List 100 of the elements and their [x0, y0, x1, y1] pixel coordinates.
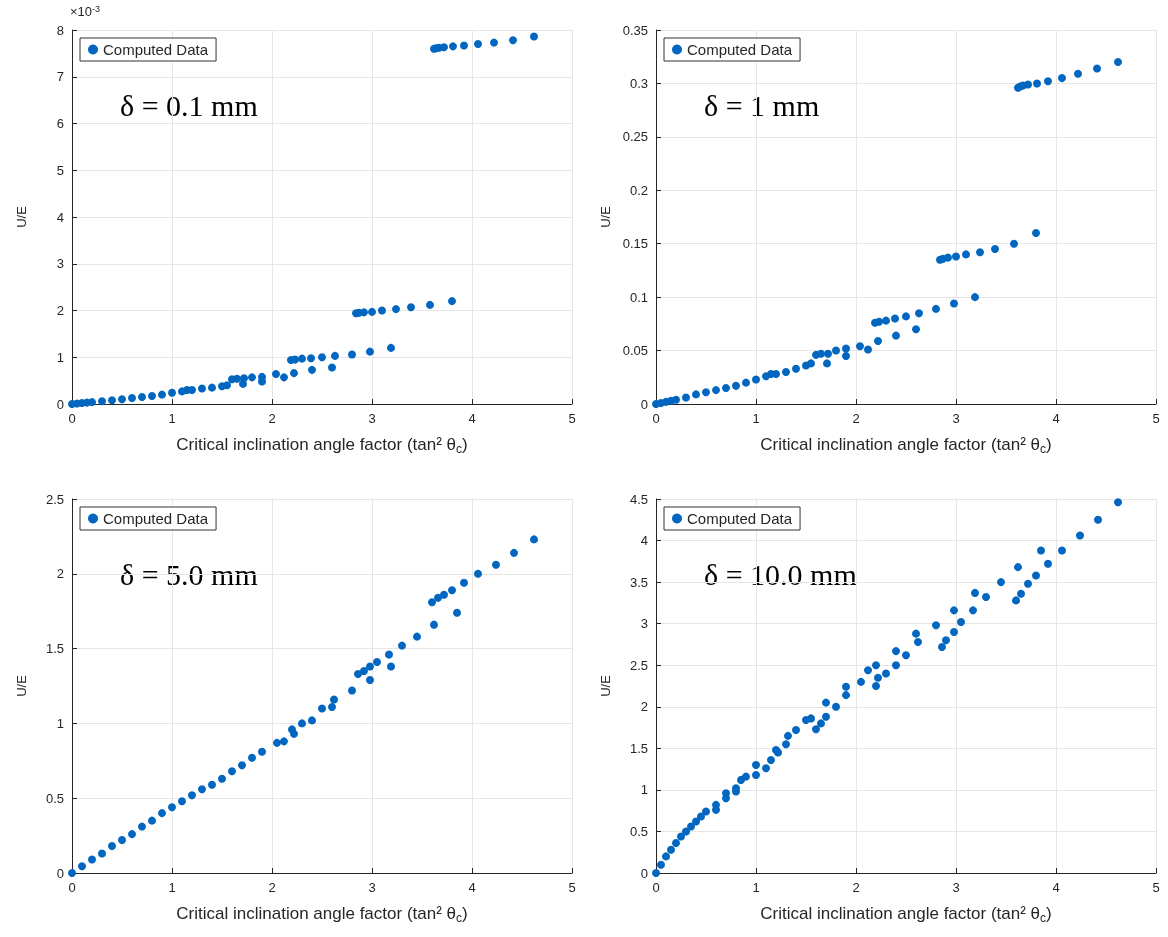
point: [824, 349, 832, 358]
point: [530, 32, 538, 41]
point: [702, 388, 710, 397]
point: [772, 370, 780, 379]
point: [952, 252, 960, 261]
y-tick-label: 2: [56, 566, 64, 582]
y-tick-label: 0.25: [622, 129, 648, 145]
point: [891, 314, 899, 323]
point: [138, 822, 146, 831]
point: [782, 367, 790, 376]
point: [742, 378, 750, 387]
point: [510, 548, 518, 557]
point: [88, 855, 96, 864]
point: [318, 353, 326, 362]
point: [328, 363, 336, 372]
y-tick-label: 1.5: [629, 740, 648, 756]
point: [307, 354, 315, 363]
point: [1093, 64, 1101, 73]
y-tick-label: 2.5: [45, 491, 64, 507]
point: [138, 392, 146, 401]
point: [752, 375, 760, 384]
point: [864, 345, 872, 354]
point: [932, 304, 940, 313]
point: [128, 830, 136, 839]
point: [682, 393, 690, 402]
point: [366, 676, 374, 685]
x-tick-label: 3: [952, 880, 960, 895]
point: [291, 355, 299, 364]
point: [328, 702, 336, 711]
point: [239, 379, 247, 388]
point: [976, 248, 984, 257]
y-tick-label: 0.5: [629, 823, 648, 839]
x-tick-label: 4: [468, 880, 476, 895]
point: [158, 390, 166, 399]
x-tick-label: 2: [852, 411, 860, 426]
x-tick-label: 2: [268, 880, 276, 895]
x-tick-label: 4: [1052, 411, 1060, 426]
point: [354, 670, 362, 679]
x-tick-label: 5: [568, 411, 576, 426]
y-tick-label: 1: [56, 715, 64, 731]
point: [168, 388, 176, 397]
y-tick-label: 0: [640, 396, 648, 412]
y-tick-label: 1: [640, 782, 648, 798]
point: [366, 347, 374, 356]
point: [892, 331, 900, 340]
point: [950, 299, 958, 308]
point: [440, 43, 448, 52]
point: [258, 747, 266, 756]
point: [248, 373, 256, 382]
y-tick-label: 2: [640, 699, 648, 715]
point: [832, 346, 840, 355]
y-tick-label: 1.5: [45, 641, 64, 657]
point: [692, 390, 700, 399]
point: [434, 593, 442, 602]
point: [168, 803, 176, 812]
point: [228, 767, 236, 776]
y-tick-label: 0.1: [629, 289, 648, 305]
y-tick-label: 0: [56, 396, 64, 412]
point: [449, 42, 457, 51]
y-axis-title: U/E: [598, 674, 613, 697]
point: [373, 658, 381, 667]
x-tick-label: 1: [752, 411, 760, 426]
point: [280, 737, 288, 746]
point: [98, 397, 106, 406]
point: [360, 308, 368, 317]
y-tick-label: 8: [56, 22, 64, 38]
y-axis-title: U/E: [14, 205, 29, 228]
x-tick-label: 2: [852, 880, 860, 895]
point: [1074, 69, 1082, 78]
point: [118, 836, 126, 845]
x-tick-label: 1: [168, 411, 176, 426]
legend-label: Computed Data: [687, 510, 793, 527]
point: [407, 303, 415, 312]
point: [807, 359, 815, 368]
point: [368, 307, 376, 316]
y-tick-label: 0.35: [622, 22, 648, 38]
y-tick-label: 7: [56, 69, 64, 85]
point: [348, 350, 356, 359]
x-tick-label: 3: [368, 880, 376, 895]
point: [178, 797, 186, 806]
point: [453, 608, 461, 617]
point: [385, 650, 393, 659]
point: [280, 373, 288, 382]
y-tick-label: 3: [56, 256, 64, 272]
y-tick-label: 0: [640, 865, 648, 881]
y-tick-label: 4: [56, 209, 64, 225]
point: [158, 809, 166, 818]
point: [971, 293, 979, 302]
point: [460, 41, 468, 50]
point: [1010, 239, 1018, 248]
x-tick-label: 4: [468, 411, 476, 426]
annotation: δ = 0.1 mm: [120, 88, 258, 122]
x-tick-label: 5: [1152, 880, 1160, 895]
point: [308, 365, 316, 374]
point: [248, 753, 256, 762]
y-axis-title: U/E: [597, 205, 613, 228]
point: [387, 662, 395, 671]
y-tick-label: 0.2: [629, 182, 648, 198]
point: [290, 729, 298, 738]
point: [1044, 77, 1052, 86]
